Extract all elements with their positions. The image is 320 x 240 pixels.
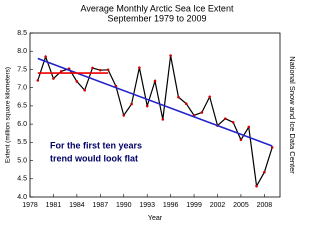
annotation: trend would look flat [50,153,138,163]
x-axis-label: Year [148,215,163,222]
x-tick-label: 1978 [22,202,38,209]
y-tick-label: 8.5 [17,30,27,37]
y-tick-label: 4.5 [17,176,27,183]
y-axis-label: Extent (million square kilometers) [5,67,12,163]
annotation: For the first ten years [50,140,142,150]
trend-line [37,57,273,147]
x-tick-label: 1987 [93,202,109,209]
data-point [208,95,211,99]
x-tick-label: 2008 [257,202,273,209]
data-point [75,80,79,83]
data-point [161,118,165,121]
data-line [37,54,273,188]
data-point [184,102,188,106]
data-point [177,95,180,99]
data-point [106,68,110,72]
x-tick-label: 1990 [116,202,132,209]
data-point [153,79,157,83]
chart-title: Average Monthly Arctic Sea Ice Extent [81,3,234,13]
data-point [247,125,251,129]
data-point [224,117,227,120]
y-tick-label: 6.5 [17,103,27,110]
data-point [231,120,235,124]
data-point [44,55,47,58]
x-tick-label: 1984 [69,202,85,209]
data-point [169,54,172,57]
x-tick-label: 2002 [210,202,226,209]
data-point [36,79,40,82]
chart-subtitle: September 1979 to 2009 [107,13,206,23]
y-tick-label: 5.5 [17,139,27,146]
x-tick-label: 2005 [233,202,249,209]
plot-frame [29,32,281,198]
data-point [52,77,55,80]
chart: Average Monthly Arctic Sea Ice Extent Se… [5,3,297,222]
data-point [122,114,126,117]
y-tick-label: 8.0 [17,48,27,55]
page: {"chart_data": { "type": "line", "title"… [4,3,298,222]
y-tick-label: 7.5 [17,66,27,73]
source-label: National Snow and Ice Data Center [288,56,297,174]
x-tick-label: 1993 [139,202,155,209]
x-tick-label: 1981 [46,202,62,209]
x-tick-label: 1996 [163,202,179,209]
data-point [145,104,149,108]
data-point [138,66,141,69]
data-point [130,102,133,106]
data-point [263,170,266,174]
data-point [83,88,86,92]
data-point [270,146,274,149]
data-point [99,68,102,72]
y-tick-label: 7.0 [17,85,27,92]
y-tick-label: 6.0 [17,121,27,128]
data-point [91,66,94,70]
data-point [255,184,258,188]
data-point [59,69,63,73]
data-point [200,111,204,114]
data-point [239,138,243,142]
y-tick-label: 4.0 [17,194,27,201]
x-tick-label: 1999 [186,202,202,209]
y-tick-label: 5.0 [17,157,27,164]
